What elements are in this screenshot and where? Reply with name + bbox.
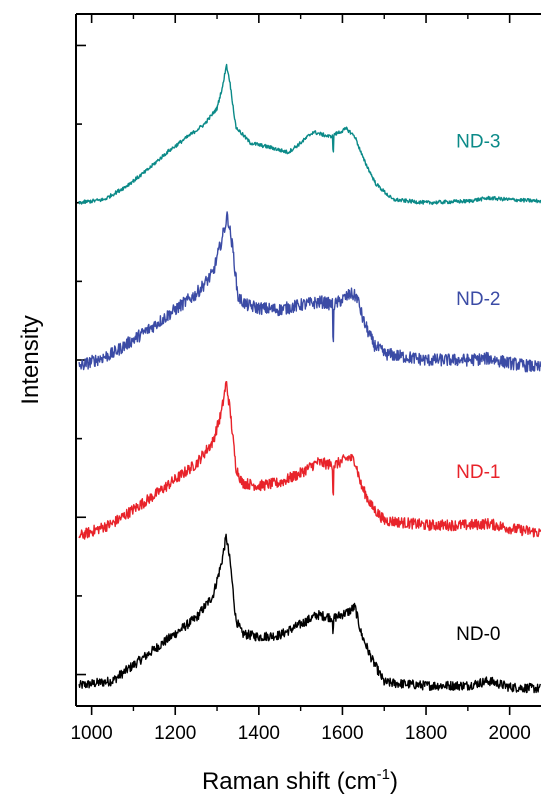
series-line-nd-1 (79, 382, 540, 539)
x-axis-title: Raman shift (cm-1) (202, 766, 398, 795)
x-axis-title-sup: -1 (377, 766, 390, 783)
series-label-nd-2: ND-2 (456, 289, 500, 310)
x-tick-label: 1600 (321, 723, 363, 744)
series-label-nd-1: ND-1 (456, 462, 500, 483)
x-tick-label: 1800 (405, 723, 447, 744)
series-line-nd-0 (79, 534, 540, 692)
x-axis-title-close: ) (390, 768, 398, 795)
x-tick-label: 1400 (238, 723, 280, 744)
series-label-nd-0: ND-0 (456, 624, 500, 645)
y-axis-title: Intensity (17, 315, 44, 404)
x-tick-label: 2000 (489, 723, 531, 744)
series-group (79, 65, 540, 693)
series-label-nd-3: ND-3 (456, 132, 500, 153)
series-labels: ND-0 ND-1 ND-2 ND-3 (456, 132, 500, 645)
x-tick-label: 1000 (70, 723, 112, 744)
x-axis-title-main: Raman shift (cm (202, 768, 377, 795)
x-tick-label: 1200 (154, 723, 196, 744)
